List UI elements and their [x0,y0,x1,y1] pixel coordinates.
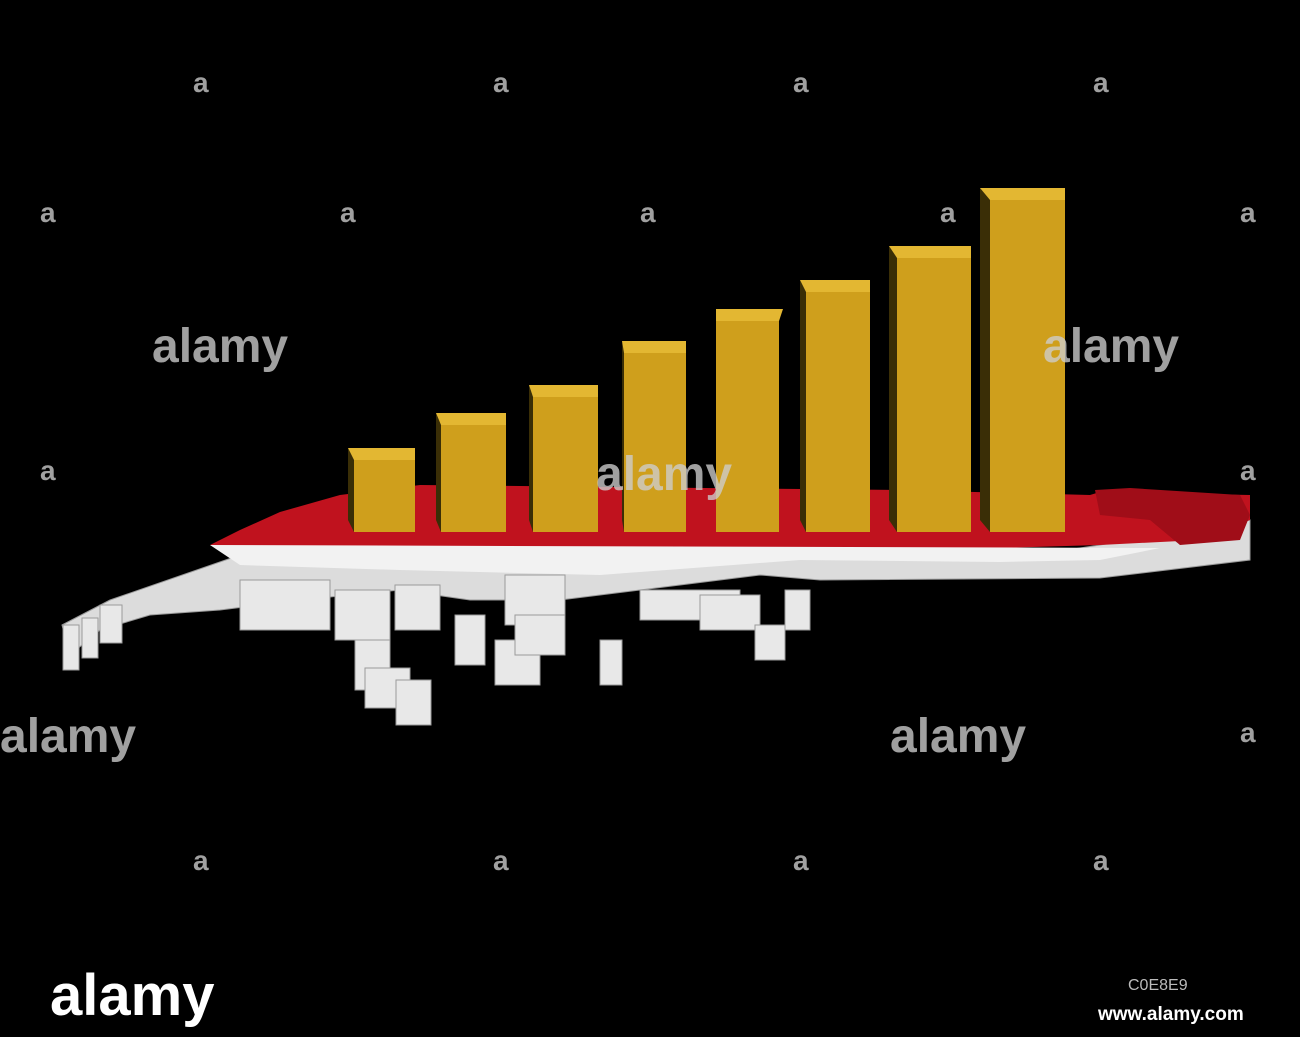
watermark-word: alamy [596,448,732,501]
bar-face [622,341,624,532]
watermark-letter: a [1240,455,1256,486]
watermark-letter: a [40,197,56,228]
watermarks: alamy alamy alamy alamy alamy a a a a a … [0,67,1256,876]
bar-face [990,200,1065,532]
watermark-letter: a [1240,197,1256,228]
watermark-word: alamy [890,710,1026,763]
watermark-word: alamy [0,710,136,763]
bar-face [533,397,598,532]
watermark-letter: a [1093,845,1109,876]
map-flag-red-side [1095,488,1250,545]
bar-face [348,448,354,532]
watermark-letter: a [793,845,809,876]
bar-face [806,292,870,532]
bar-face [980,188,990,532]
watermark-letter: a [1240,717,1256,748]
bar-face [716,309,783,321]
image-id: C0E8E9 [1128,977,1188,994]
bar-face [348,448,415,460]
map-flag-white [210,545,1160,575]
watermark-letter: a [340,197,356,228]
bars [348,188,1065,532]
bar-face [441,425,506,532]
bar-face [529,385,533,532]
bar-face [889,246,897,532]
watermark-letter: a [1093,67,1109,98]
map-islands [61,519,1251,726]
bar-face [624,353,686,532]
bar-face [354,460,415,532]
bar-face [980,188,1065,200]
watermark-letter: a [940,197,956,228]
watermark-letter: a [640,197,656,228]
watermark-letter: a [493,845,509,876]
bar-face [889,246,971,258]
bar-face [436,413,441,532]
bar-face [800,280,870,292]
bar-face [897,258,971,532]
bar-face [716,321,779,532]
watermark-word: alamy [1043,320,1179,373]
footer-logo: alamy [50,963,214,1028]
watermark-letter: a [793,67,809,98]
watermark-letter: a [40,455,56,486]
bar-face [529,385,598,397]
watermark-letter: a [193,67,209,98]
watermark-word: alamy [152,320,288,373]
bar-face [800,280,806,532]
site-url: www.alamy.com [1097,1004,1244,1025]
watermark-letter: a [493,67,509,98]
watermark-letter: a [193,845,209,876]
bar-face [436,413,506,425]
bar-face [622,341,686,353]
